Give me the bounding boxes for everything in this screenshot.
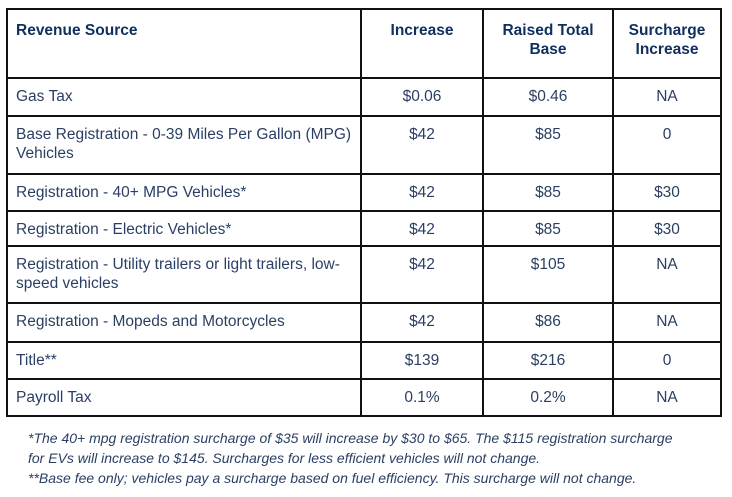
revenue-table: Revenue Source Increase Raised Total Bas…	[6, 8, 722, 417]
table-header-row: Revenue Source Increase Raised Total Bas…	[6, 8, 722, 79]
table-row: Payroll Tax 0.1% 0.2% NA	[6, 378, 722, 417]
cell-raised-total-base: $216	[482, 341, 614, 380]
cell-surcharge-increase: NA	[612, 378, 722, 417]
table-row: Base Registration - 0-39 Miles Per Gallo…	[6, 115, 722, 175]
footnote-1: *The 40+ mpg registration surcharge of $…	[28, 430, 673, 466]
footnote-2: **Base fee only; vehicles pay a surcharg…	[28, 470, 637, 486]
cell-raised-total-base: $0.46	[482, 77, 614, 117]
header-revenue-source: Revenue Source	[6, 8, 362, 79]
cell-increase: $42	[360, 173, 484, 212]
cell-surcharge-increase: $30	[612, 173, 722, 212]
table-row: Gas Tax $0.06 $0.46 NA	[6, 77, 722, 117]
table-row: Registration - Electric Vehicles* $42 $85 $…	[6, 210, 722, 247]
cell-revenue-source: Registration - Electric Vehicles*	[6, 210, 362, 247]
cell-increase: $42	[360, 245, 484, 304]
cell-surcharge-increase: 0	[612, 115, 722, 175]
cell-raised-total-base: $85	[482, 210, 614, 247]
cell-revenue-source: Registration - 40+ MPG Vehicles*	[6, 173, 362, 212]
table-row: Registration - Mopeds and Motorcycles $42…	[6, 302, 722, 343]
cell-increase: 0.1%	[360, 378, 484, 417]
cell-revenue-source: Registration - Utility trailers or light…	[6, 245, 362, 304]
cell-revenue-source: Payroll Tax	[6, 378, 362, 417]
table-row: Title** $139 $216 0	[6, 341, 722, 380]
header-raised-total-base: Raised Total Base	[482, 8, 614, 79]
cell-raised-total-base: $85	[482, 115, 614, 175]
footnotes: *The 40+ mpg registration surcharge of $…	[28, 428, 688, 488]
cell-revenue-source: Gas Tax	[6, 77, 362, 117]
cell-raised-total-base: $85	[482, 173, 614, 212]
cell-raised-total-base: 0.2%	[482, 378, 614, 417]
cell-increase: $0.06	[360, 77, 484, 117]
cell-revenue-source: Title**	[6, 341, 362, 380]
cell-surcharge-increase: NA	[612, 302, 722, 343]
table-row: Registration - 40+ MPG Vehicles* $42 $85 $3…	[6, 173, 722, 212]
header-increase: Increase	[360, 8, 484, 79]
cell-increase: $42	[360, 302, 484, 343]
cell-increase: $42	[360, 115, 484, 175]
cell-increase: $42	[360, 210, 484, 247]
cell-surcharge-increase: NA	[612, 245, 722, 304]
header-surcharge-increase: Surcharge Increase	[612, 8, 722, 79]
cell-revenue-source: Registration - Mopeds and Motorcycles	[6, 302, 362, 343]
table-row: Registration - Utility trailers or light…	[6, 245, 722, 304]
cell-revenue-source: Base Registration - 0-39 Miles Per Gallo…	[6, 115, 362, 175]
cell-increase: $139	[360, 341, 484, 380]
cell-raised-total-base: $86	[482, 302, 614, 343]
cell-surcharge-increase: $30	[612, 210, 722, 247]
cell-raised-total-base: $105	[482, 245, 614, 304]
cell-surcharge-increase: NA	[612, 77, 722, 117]
cell-surcharge-increase: 0	[612, 341, 722, 380]
